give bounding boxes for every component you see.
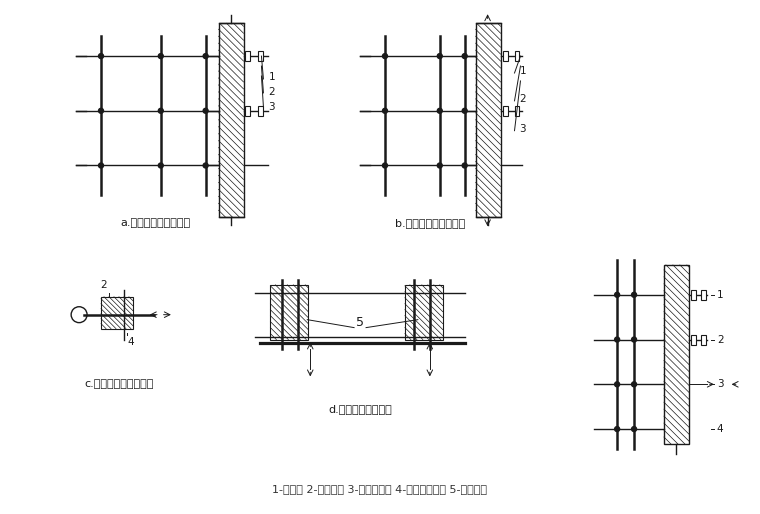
Circle shape (615, 427, 619, 432)
Bar (515, 106, 520, 116)
Text: a.双排脚手架（平面）: a.双排脚手架（平面） (121, 218, 191, 228)
Text: 1-垫木； 2-矩锂管； 3-直角扣件； 4-横向水平杆； 5-附加锂管: 1-垫木； 2-矩锂管； 3-直角扣件； 4-横向水平杆； 5-附加锂管 (273, 484, 487, 494)
Bar (701, 335, 706, 344)
Circle shape (158, 108, 163, 113)
Circle shape (632, 382, 637, 387)
Circle shape (382, 163, 388, 168)
Text: 2: 2 (717, 335, 724, 344)
Circle shape (462, 163, 467, 168)
Text: 2: 2 (520, 94, 526, 104)
Circle shape (632, 427, 637, 432)
Bar (271, 285, 309, 340)
Circle shape (382, 108, 388, 113)
Bar (664, 265, 689, 444)
Bar (101, 297, 133, 328)
Text: 3: 3 (268, 102, 275, 112)
Circle shape (615, 292, 619, 297)
Circle shape (99, 163, 103, 168)
Circle shape (158, 163, 163, 168)
Text: 3: 3 (520, 124, 526, 134)
Bar (476, 23, 501, 217)
Text: 3: 3 (717, 379, 724, 389)
Circle shape (99, 108, 103, 113)
Bar (515, 51, 520, 61)
Bar (245, 51, 251, 61)
Circle shape (203, 163, 208, 168)
Bar (691, 335, 696, 344)
Circle shape (437, 163, 442, 168)
Text: 4: 4 (717, 424, 724, 434)
Circle shape (632, 292, 637, 297)
Text: 2: 2 (268, 87, 275, 97)
Bar (258, 51, 264, 61)
Bar (245, 106, 251, 116)
Circle shape (462, 53, 467, 59)
Text: b.单排脚手架（平面）: b.单排脚手架（平面） (394, 218, 465, 228)
Bar (502, 51, 508, 61)
Circle shape (462, 108, 467, 113)
Bar (701, 290, 706, 300)
Circle shape (382, 53, 388, 59)
Circle shape (437, 53, 442, 59)
Text: 2: 2 (100, 280, 107, 290)
Text: 1: 1 (520, 66, 526, 76)
Circle shape (99, 53, 103, 59)
Circle shape (437, 108, 442, 113)
Bar (258, 106, 264, 116)
Text: 4: 4 (128, 337, 135, 346)
Circle shape (615, 382, 619, 387)
Bar (405, 285, 443, 340)
Text: 5: 5 (356, 316, 364, 329)
Circle shape (615, 337, 619, 342)
Text: c.脚手架与框架柱连接: c.脚手架与框架柱连接 (84, 379, 154, 389)
Bar (691, 290, 696, 300)
Circle shape (632, 337, 637, 342)
Circle shape (203, 53, 208, 59)
Text: d.门窗洞口处的连接: d.门窗洞口处的连接 (328, 404, 392, 414)
Bar (219, 23, 243, 217)
Circle shape (158, 53, 163, 59)
Text: 1: 1 (268, 72, 275, 82)
Text: 1: 1 (717, 290, 724, 300)
Circle shape (203, 108, 208, 113)
Bar (502, 106, 508, 116)
